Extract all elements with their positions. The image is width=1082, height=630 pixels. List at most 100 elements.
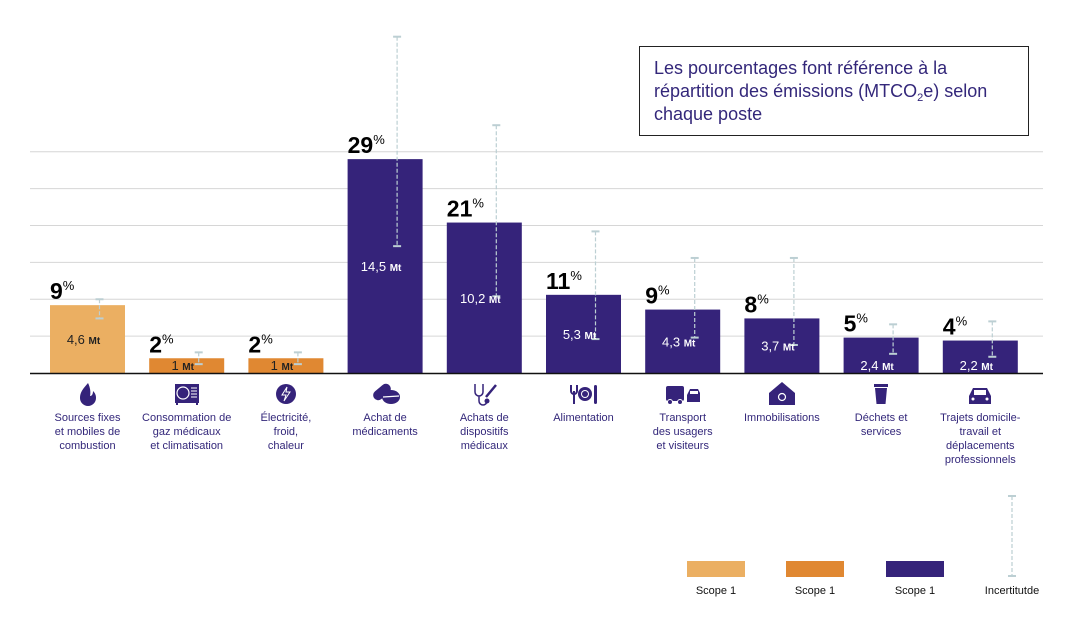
value-unit: Mt (882, 362, 894, 373)
car-icon (969, 388, 992, 404)
value-unit: Mt (182, 362, 194, 373)
percent-label: 21% (447, 196, 485, 222)
legend-swatch (886, 561, 944, 577)
legend-label: Scope 1 (895, 585, 935, 597)
percent-label: 2% (248, 331, 273, 357)
category-label-line: Achats de (459, 412, 509, 424)
legend-label: Scope 1 (795, 585, 835, 597)
gridlines (30, 151, 1043, 337)
bar (546, 294, 621, 373)
category-label: Déchets et services (826, 411, 936, 439)
category-label-line: Déchets et (854, 412, 908, 424)
category-label-line: professionnels (944, 454, 1016, 466)
note-line-2a: répartition des émissions (MTCO (654, 81, 918, 101)
flame-icon (79, 383, 96, 406)
percent-sign: % (472, 196, 484, 211)
value-label: 4,6 Mt (67, 332, 101, 347)
value-unit: Mt (281, 362, 293, 373)
bar (744, 318, 820, 373)
category-label-line: Électricité, (260, 412, 312, 424)
bar (645, 309, 721, 373)
value-label: 1 Mt (171, 358, 194, 373)
bar (446, 222, 522, 373)
percent-sign: % (373, 132, 385, 147)
category-label: Achat de médicaments (330, 411, 440, 439)
value-unit: Mt (390, 263, 402, 274)
stethoscope-syringe-icon (474, 384, 498, 406)
value-label: 4,3 Mt (662, 334, 696, 349)
category-label: Alimentation (529, 411, 639, 425)
value-unit: Mt (89, 336, 101, 347)
category-label-line: dispositifs (460, 426, 509, 438)
bar (248, 358, 324, 373)
category-label-line: des usagers (652, 426, 713, 438)
category-label-line: Sources fixes (54, 412, 121, 424)
note-line-2b: e) selon (923, 81, 988, 101)
percent-sign: % (570, 268, 582, 283)
category-label-line: combustion (59, 440, 116, 452)
category-label: Consommation de gaz médicaux et climatisat… (132, 411, 242, 453)
percent-sign: % (162, 331, 174, 346)
uncertainty-bars (95, 35, 997, 366)
legend-swatch (687, 561, 745, 577)
category-label-line: et mobiles de (54, 426, 121, 438)
house-icon (768, 382, 795, 405)
category-label-line: froid, (273, 426, 299, 438)
value-unit: Mt (585, 331, 597, 342)
value-label: 14,5 Mt (361, 259, 402, 274)
category-label: Immobilisations (727, 411, 837, 425)
category-label-line: médicaments (352, 426, 418, 438)
category-label-line: et climatisation (150, 440, 224, 452)
value-label: 1 Mt (271, 358, 294, 373)
value-unit: Mt (684, 338, 696, 349)
percent-sign: % (956, 314, 968, 329)
bar (843, 337, 919, 373)
category-label-line: Immobilisations (743, 412, 820, 424)
bar (942, 340, 1018, 373)
air-conditioner-icon (174, 384, 199, 405)
note-line-1: Les pourcentages font référence à la (654, 58, 948, 78)
bar (347, 159, 423, 373)
value-labels: 4,6 Mt 1 Mt 1 Mt 14,5 Mt 10,2 Mt 5,3 Mt 4,3 Mt… (67, 259, 994, 373)
category-label: Achats de dispositifs médicaux (429, 411, 539, 453)
percent-label: 11% (546, 268, 582, 294)
percent-label: 8% (744, 291, 769, 317)
value-unit: Mt (783, 343, 795, 354)
percent-label: 29% (348, 132, 386, 158)
note-box: Les pourcentages font référence à la rép… (639, 46, 1029, 136)
note-line-3: chaque poste (654, 104, 763, 124)
category-label-line: Trajets domicile- (940, 412, 1021, 424)
category-label: Transport des usagers et visiteurs (628, 411, 738, 453)
pills-icon (373, 383, 401, 404)
trash-icon (874, 384, 889, 404)
category-label-line: services (860, 426, 902, 438)
cutlery-plate-icon (569, 385, 597, 404)
category-label: Sources fixes et mobiles de combustion (33, 411, 143, 453)
category-label-line: médicaux (460, 440, 508, 452)
lightning-icon (275, 384, 296, 404)
value-label: 2,2 Mt (960, 358, 994, 373)
category-label-line: travail et déplacements (946, 426, 1015, 452)
category-label-line: gaz médicaux (152, 426, 221, 438)
percent-label: 5% (844, 311, 869, 337)
bar (50, 305, 125, 373)
ambulance-car-icon (665, 386, 700, 405)
value-unit: Mt (489, 295, 501, 306)
legend-label: Incertitutde (985, 585, 1039, 597)
percent-sign: % (261, 331, 273, 346)
percent-label: 9% (50, 278, 75, 304)
category-label-line: chaleur (267, 440, 304, 452)
category-label: Trajets domicile-travail et déplacements… (925, 411, 1035, 467)
note-subscript: 2 (917, 92, 924, 104)
legend: Scope 1 Scope 1 Scope 1 Incertitutde (687, 495, 1039, 597)
legend-label: Scope 1 (696, 585, 736, 597)
value-label: 5,3 Mt (563, 327, 597, 342)
value-label: 10,2 Mt (460, 291, 501, 306)
bars (50, 159, 1018, 373)
category-label-line: Achat de (363, 412, 407, 424)
percent-label: 9% (645, 283, 670, 309)
percent-sign: % (658, 283, 670, 298)
value-unit: Mt (981, 362, 993, 373)
category-label-line: et visiteurs (656, 440, 709, 452)
bar (149, 358, 225, 373)
